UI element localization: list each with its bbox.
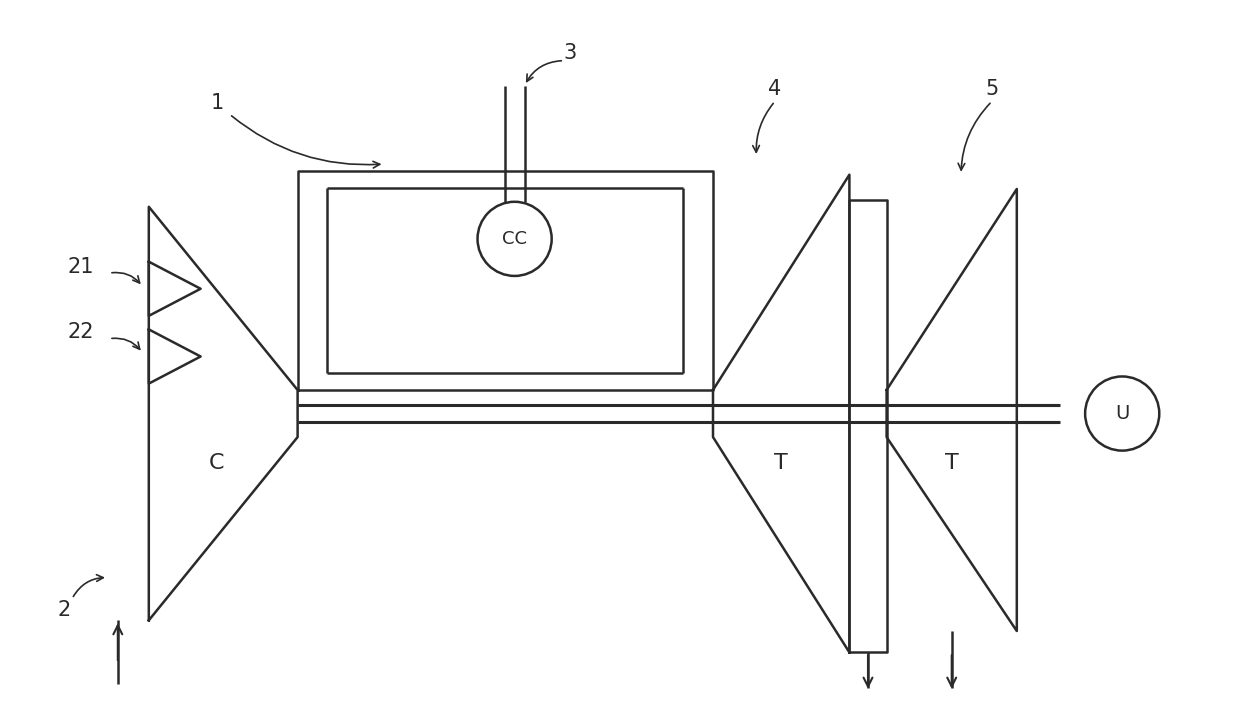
Text: U: U xyxy=(1115,404,1130,423)
Text: 2: 2 xyxy=(58,600,71,620)
Polygon shape xyxy=(713,175,849,652)
Polygon shape xyxy=(149,329,201,384)
Circle shape xyxy=(477,202,552,276)
Circle shape xyxy=(1085,376,1159,451)
Text: 22: 22 xyxy=(67,322,94,342)
Text: 1: 1 xyxy=(211,93,223,113)
Text: CC: CC xyxy=(502,230,527,248)
Polygon shape xyxy=(149,207,298,620)
Polygon shape xyxy=(887,189,1017,631)
Text: T: T xyxy=(945,453,960,473)
Text: 5: 5 xyxy=(986,79,998,99)
Text: C: C xyxy=(210,453,224,473)
Text: 3: 3 xyxy=(564,43,577,63)
Polygon shape xyxy=(149,262,201,316)
Text: T: T xyxy=(774,453,789,473)
Polygon shape xyxy=(298,171,713,390)
Text: 4: 4 xyxy=(769,79,781,99)
Text: 21: 21 xyxy=(67,257,94,277)
Polygon shape xyxy=(849,200,887,652)
